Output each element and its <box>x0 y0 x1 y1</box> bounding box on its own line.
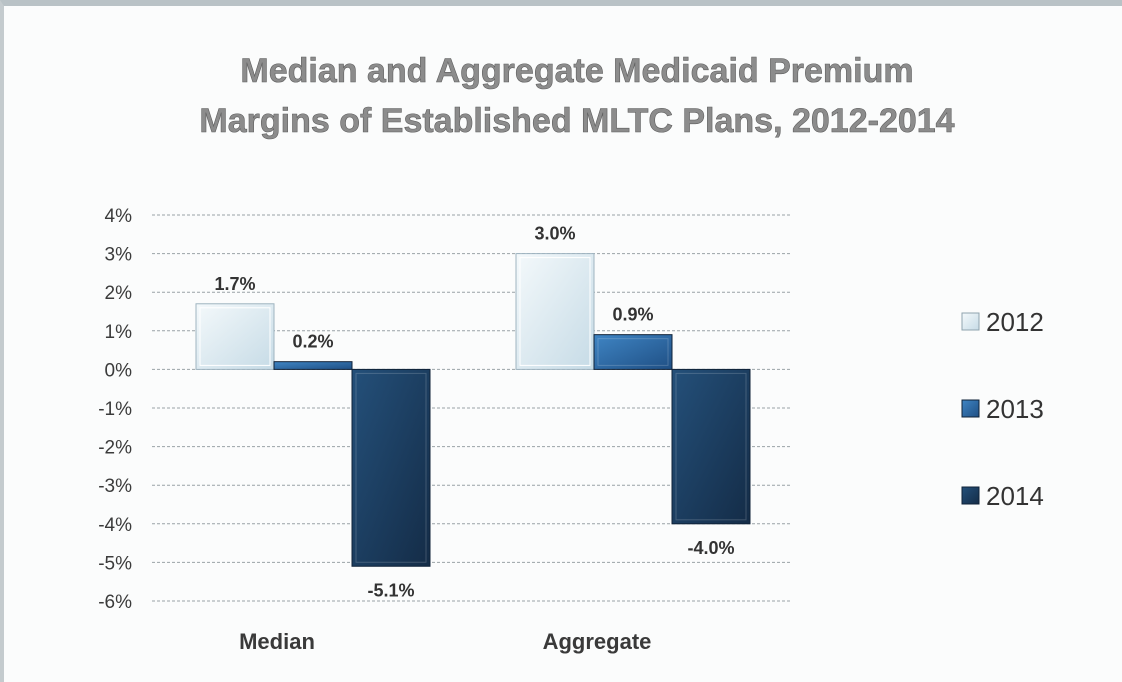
bar-aggregate-2012 <box>515 253 595 370</box>
bar-median-2013 <box>273 361 353 370</box>
y-tick-label: 0% <box>105 360 133 381</box>
y-tick-label: -2% <box>98 438 132 459</box>
y-tick-label: -4% <box>98 515 132 536</box>
bar-bevel <box>355 372 427 563</box>
data-label: 1.7% <box>214 274 255 294</box>
legend: 2012 2013 2014 <box>961 307 1044 511</box>
bar-bevel <box>519 257 591 366</box>
y-tick-label: 1% <box>105 322 133 343</box>
legend-swatch-2013 <box>961 399 980 418</box>
y-tick-label: 3% <box>105 245 133 266</box>
y-tick-label: 2% <box>105 283 133 304</box>
y-tick-label: -3% <box>98 476 132 497</box>
y-tick-label: -5% <box>98 553 132 574</box>
data-label: -5.1% <box>367 580 414 600</box>
bar-bevel <box>597 338 669 366</box>
legend-swatch-2014 <box>961 486 980 505</box>
legend-swatch-2012 <box>961 312 980 331</box>
data-label: 0.9% <box>612 305 653 325</box>
bar-bevel <box>675 372 747 521</box>
bar-median-2014 <box>351 368 431 567</box>
bar-aggregate-2013 <box>593 334 673 370</box>
bar-aggregate-2014 <box>671 368 751 525</box>
data-label: 3.0% <box>534 224 575 244</box>
bars <box>195 253 751 567</box>
chart-title-line-1: Median and Aggregate Medicaid Premium <box>240 52 913 90</box>
data-labels: 1.7% 0.2% -5.1% 3.0% 0.9% -4.0% <box>214 224 734 601</box>
chart-area: Median and Aggregate Medicaid Premium Ma… <box>98 52 1044 654</box>
legend-label-2013: 2013 <box>986 394 1044 424</box>
x-axis-categories: Median Aggregate <box>239 629 651 654</box>
x-category-label: Aggregate <box>543 629 652 654</box>
y-axis-ticks: 4% 3% 2% 1% 0% -1% -2% -3% -4% -5% -6% <box>98 206 132 613</box>
bar-bevel <box>199 307 271 366</box>
y-tick-label: 4% <box>105 206 133 227</box>
data-label: -4.0% <box>687 538 734 558</box>
legend-label-2012: 2012 <box>986 307 1044 337</box>
y-tick-label: -1% <box>98 399 132 420</box>
data-label: 0.2% <box>292 332 333 352</box>
y-tick-label: -6% <box>98 592 132 613</box>
x-category-label: Median <box>239 629 315 654</box>
legend-label-2014: 2014 <box>986 481 1044 511</box>
chart-title-line-2: Margins of Established MLTC Plans, 2012-… <box>199 102 954 140</box>
bar-median-2012 <box>195 303 275 370</box>
